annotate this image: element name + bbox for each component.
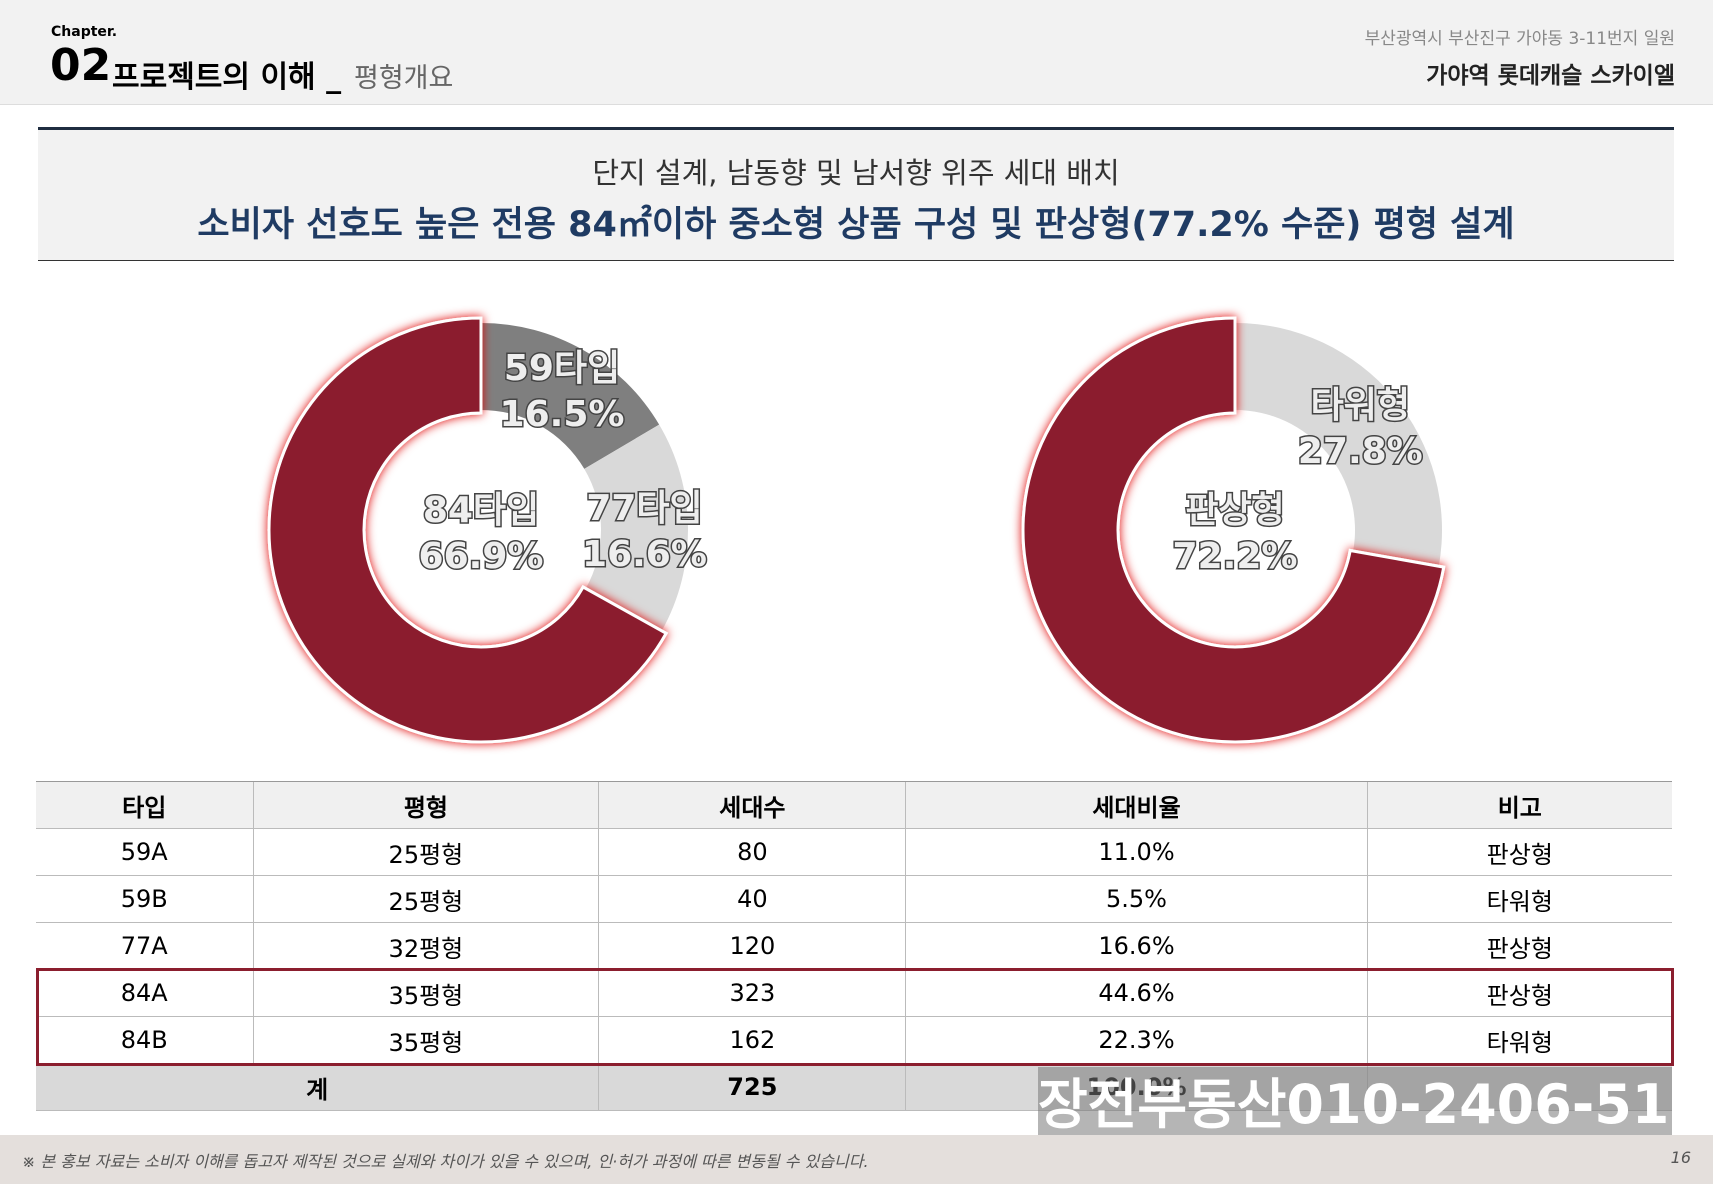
table-cell: 59B — [36, 875, 254, 923]
chapter-subtitle: 평형개요 — [354, 63, 454, 94]
table-row: 59A 25평형 80 11.0% 판상형 — [36, 828, 1672, 876]
donut-segment — [267, 316, 669, 744]
total-count: 725 — [598, 1063, 906, 1111]
column-header: 세대비율 — [905, 781, 1368, 829]
segment-value: 66.9% — [419, 536, 544, 577]
footer-note: ※ 본 홍보 자료는 소비자 이해를 돕고자 제작된 것으로 실제와 차이가 있… — [22, 1152, 869, 1171]
table-cell: 84A — [36, 969, 254, 1017]
segment-value: 16.5% — [500, 394, 625, 435]
table-cell: 120 — [598, 922, 906, 970]
column-header: 비고 — [1366, 781, 1672, 829]
table-cell: 판상형 — [1366, 922, 1672, 970]
table-cell: 16.6% — [905, 922, 1368, 970]
page-number: 16 — [1670, 1148, 1691, 1167]
footer: ※ 본 홍보 자료는 소비자 이해를 돕고자 제작된 것으로 실제와 차이가 있… — [0, 1135, 1713, 1184]
segment-label: 59타입 — [504, 348, 620, 389]
table-cell: 32평형 — [252, 922, 599, 970]
segment-value: 72.2% — [1173, 536, 1298, 577]
header: Chapter. 02 프로젝트의 이해 _ 평형개요 부산광역시 부산진구 가… — [0, 0, 1713, 105]
table-cell: 35평형 — [252, 969, 599, 1017]
total-label: 계 — [36, 1063, 599, 1111]
donut-segment — [1235, 323, 1442, 567]
column-header: 세대수 — [598, 781, 906, 829]
table-cell: 40 — [598, 875, 906, 923]
table-cell: 타워형 — [1366, 1016, 1672, 1064]
table-cell: 타워형 — [1366, 875, 1672, 923]
table-row: 59B 25평형 40 5.5% 타워형 — [36, 875, 1672, 923]
table-cell: 77A — [36, 922, 254, 970]
segment-label: 판상형 — [1185, 490, 1284, 531]
banner: 단지 설계, 남동향 및 남서향 위주 세대 배치 소비자 선호도 높은 전용 … — [38, 127, 1674, 261]
project-name: 가야역 롯데캐슬 스카이엘 — [1426, 63, 1675, 89]
donut-segment — [1021, 316, 1446, 744]
table-row: 84A 35평형 323 44.6% 판상형 — [36, 969, 1672, 1017]
table-cell: 판상형 — [1366, 969, 1672, 1017]
charts: 59타입 16.5% 77타입 16.6% 84타입 66.9% 타워형 27.8% 판상형 72… — [267, 316, 1446, 744]
address: 부산광역시 부산진구 가야동 3-11번지 일원 — [1364, 29, 1675, 49]
table-row: 84B 35평형 162 22.3% 타워형 — [36, 1016, 1672, 1064]
banner-line: 단지 설계, 남동향 및 남서향 위주 세대 배치 — [592, 156, 1120, 190]
table-cell: 84B — [36, 1016, 254, 1064]
table-row: 77A 32평형 120 16.6% 판상형 — [36, 922, 1672, 970]
highlight-box — [36, 968, 1674, 1066]
table-cell: 323 — [598, 969, 906, 1017]
table-cell: 44.6% — [905, 969, 1368, 1017]
banner-headline: 소비자 선호도 높은 전용 84㎡이하 중소형 상품 구성 및 판상형(77.2… — [197, 205, 1515, 245]
segment-label: 84타입 — [423, 490, 539, 531]
table-cell: 5.5% — [905, 875, 1368, 923]
chapter-title: 프로젝트의 이해 _ — [112, 60, 342, 95]
watermark: 장전부동산010-2406-5123 — [1038, 1067, 1672, 1143]
chapter-number: 02 — [50, 40, 112, 91]
table-cell: 25평형 — [252, 875, 599, 923]
table-cell: 80 — [598, 828, 906, 876]
donut-segment — [481, 323, 660, 469]
donut-segment — [584, 424, 688, 631]
table-cell: 22.3% — [905, 1016, 1368, 1064]
segment-label: 타워형 — [1311, 385, 1410, 426]
segment-value: 16.6% — [582, 534, 707, 575]
segment-label: 77타입 — [586, 488, 702, 529]
column-header: 평형 — [252, 781, 599, 829]
table-cell: 59A — [36, 828, 254, 876]
chapter: Chapter. — [51, 24, 118, 40]
table-cell: 25평형 — [252, 828, 599, 876]
segment-value: 27.8% — [1298, 431, 1423, 472]
table-cell: 11.0% — [905, 828, 1368, 876]
column-header: 타입 — [36, 781, 254, 829]
table-cell: 판상형 — [1366, 828, 1672, 876]
